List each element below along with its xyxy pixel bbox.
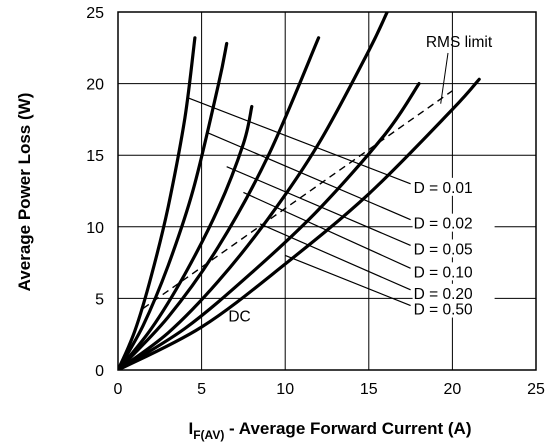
y-tick-label: 20 [86, 77, 104, 94]
x-axis-title-main: I [188, 419, 193, 438]
x-tick-label: 5 [197, 381, 206, 398]
power-curve-2 [118, 41, 229, 370]
duty-label-bg [412, 299, 495, 318]
duty-line-4 [243, 191, 411, 269]
duty-line-1 [188, 97, 411, 185]
x-axis-title-rest: - Average Forward Current (A) [224, 419, 471, 438]
tick-labels: 0 5 10 15 20 25 0 5 10 15 20 25 [86, 5, 545, 398]
x-tick-label: 25 [527, 381, 545, 398]
duty-label-bg [412, 213, 495, 232]
y-tick-label: 25 [86, 5, 104, 22]
duty-label: D = 0.20 [414, 286, 473, 303]
duty-line-3 [226, 166, 411, 246]
rms-limit-label: RMS limit [426, 34, 493, 51]
duty-line-2 [206, 131, 411, 221]
rms-limit-leader [440, 52, 449, 104]
x-tick-label: 10 [276, 381, 294, 398]
annotation-label: DC [228, 308, 250, 325]
grid [118, 12, 536, 370]
x-axis-title-subscript: F(AV) [193, 428, 224, 442]
duty-label: D = 0.10 [414, 264, 473, 281]
x-tick-label: 15 [360, 381, 378, 398]
y-tick-label: 0 [95, 363, 104, 380]
x-axis-title: IF(AV) - Average Forward Current (A) [188, 419, 471, 442]
duty-label: D = 0.02 [414, 216, 473, 233]
duty-line-5 [259, 223, 411, 291]
power-curve-4 [118, 36, 321, 370]
power-curves [118, 12, 481, 370]
x-tick-label: 0 [114, 381, 123, 398]
duty-label: D = 0.01 [414, 180, 473, 197]
x-tick-label: 20 [444, 381, 462, 398]
power-curve-6 [118, 82, 421, 370]
duty-cycle-lines: D = 0.01 D = 0.02 D = 0.05 D = 0.10 D = 0.20… [188, 97, 495, 319]
rms-limit-line: RMS limit [142, 34, 493, 309]
power-curve-1 [118, 36, 197, 370]
duty-label-bg [412, 262, 495, 281]
duty-label-bg [412, 239, 495, 258]
plot-frame [117, 11, 537, 371]
power-curve-7 [118, 77, 481, 370]
duty-label: D = 0.50 [414, 302, 473, 319]
y-tick-label: 15 [86, 148, 104, 165]
y-tick-label: 5 [95, 291, 104, 308]
power-curve-3 [118, 104, 254, 370]
duty-label-bg [412, 177, 495, 196]
duty-label-bg [412, 283, 495, 302]
duty-label: D = 0.05 [414, 241, 473, 258]
power-curve-5 [118, 12, 389, 370]
annotations: DC [228, 308, 250, 325]
y-axis-title: Average Power Loss (W) [15, 93, 34, 292]
rms-limit-dashed-line [142, 90, 453, 309]
duty-line-6 [284, 254, 411, 307]
y-tick-label: 10 [86, 220, 104, 237]
